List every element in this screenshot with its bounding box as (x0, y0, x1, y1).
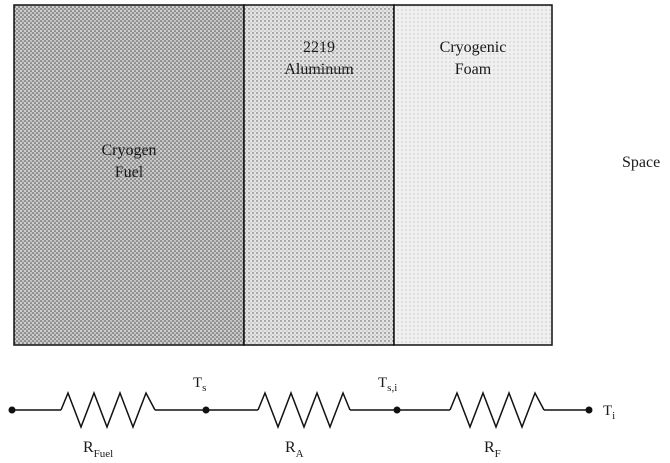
foam-label-line1: Cryogenic (440, 39, 507, 56)
node-tsi (393, 406, 401, 414)
space-label: Space (622, 154, 660, 171)
resistor-label-aluminum: RA (285, 439, 304, 460)
foam-label-line2: Foam (455, 61, 492, 78)
aluminum-label-line2: Aluminum (284, 61, 354, 78)
resistor-fuel (60, 390, 156, 430)
circuit (12, 390, 589, 430)
resistor-aluminum (257, 390, 351, 430)
layer-cryogen-fuel: Cryogen Fuel (13, 4, 245, 346)
node-ti (585, 406, 593, 414)
resistor-foam (449, 390, 545, 430)
layer-aluminum: 2219 Aluminum (243, 4, 395, 346)
node-start (8, 406, 16, 414)
node-ts (202, 406, 210, 414)
fuel-label-line2: Fuel (115, 164, 144, 181)
resistor-label-foam: RF (484, 439, 501, 460)
node-label-ti: Ti (603, 403, 615, 422)
aluminum-label-line1: 2219 (303, 39, 335, 56)
layer-cryogenic-foam: Cryogenic Foam (393, 4, 553, 346)
resistor-label-fuel: RFuel (83, 439, 113, 460)
node-label-tsi: Ts,i (378, 375, 397, 394)
node-label-ts: Ts (193, 375, 206, 394)
fuel-label-line1: Cryogen (101, 142, 156, 159)
